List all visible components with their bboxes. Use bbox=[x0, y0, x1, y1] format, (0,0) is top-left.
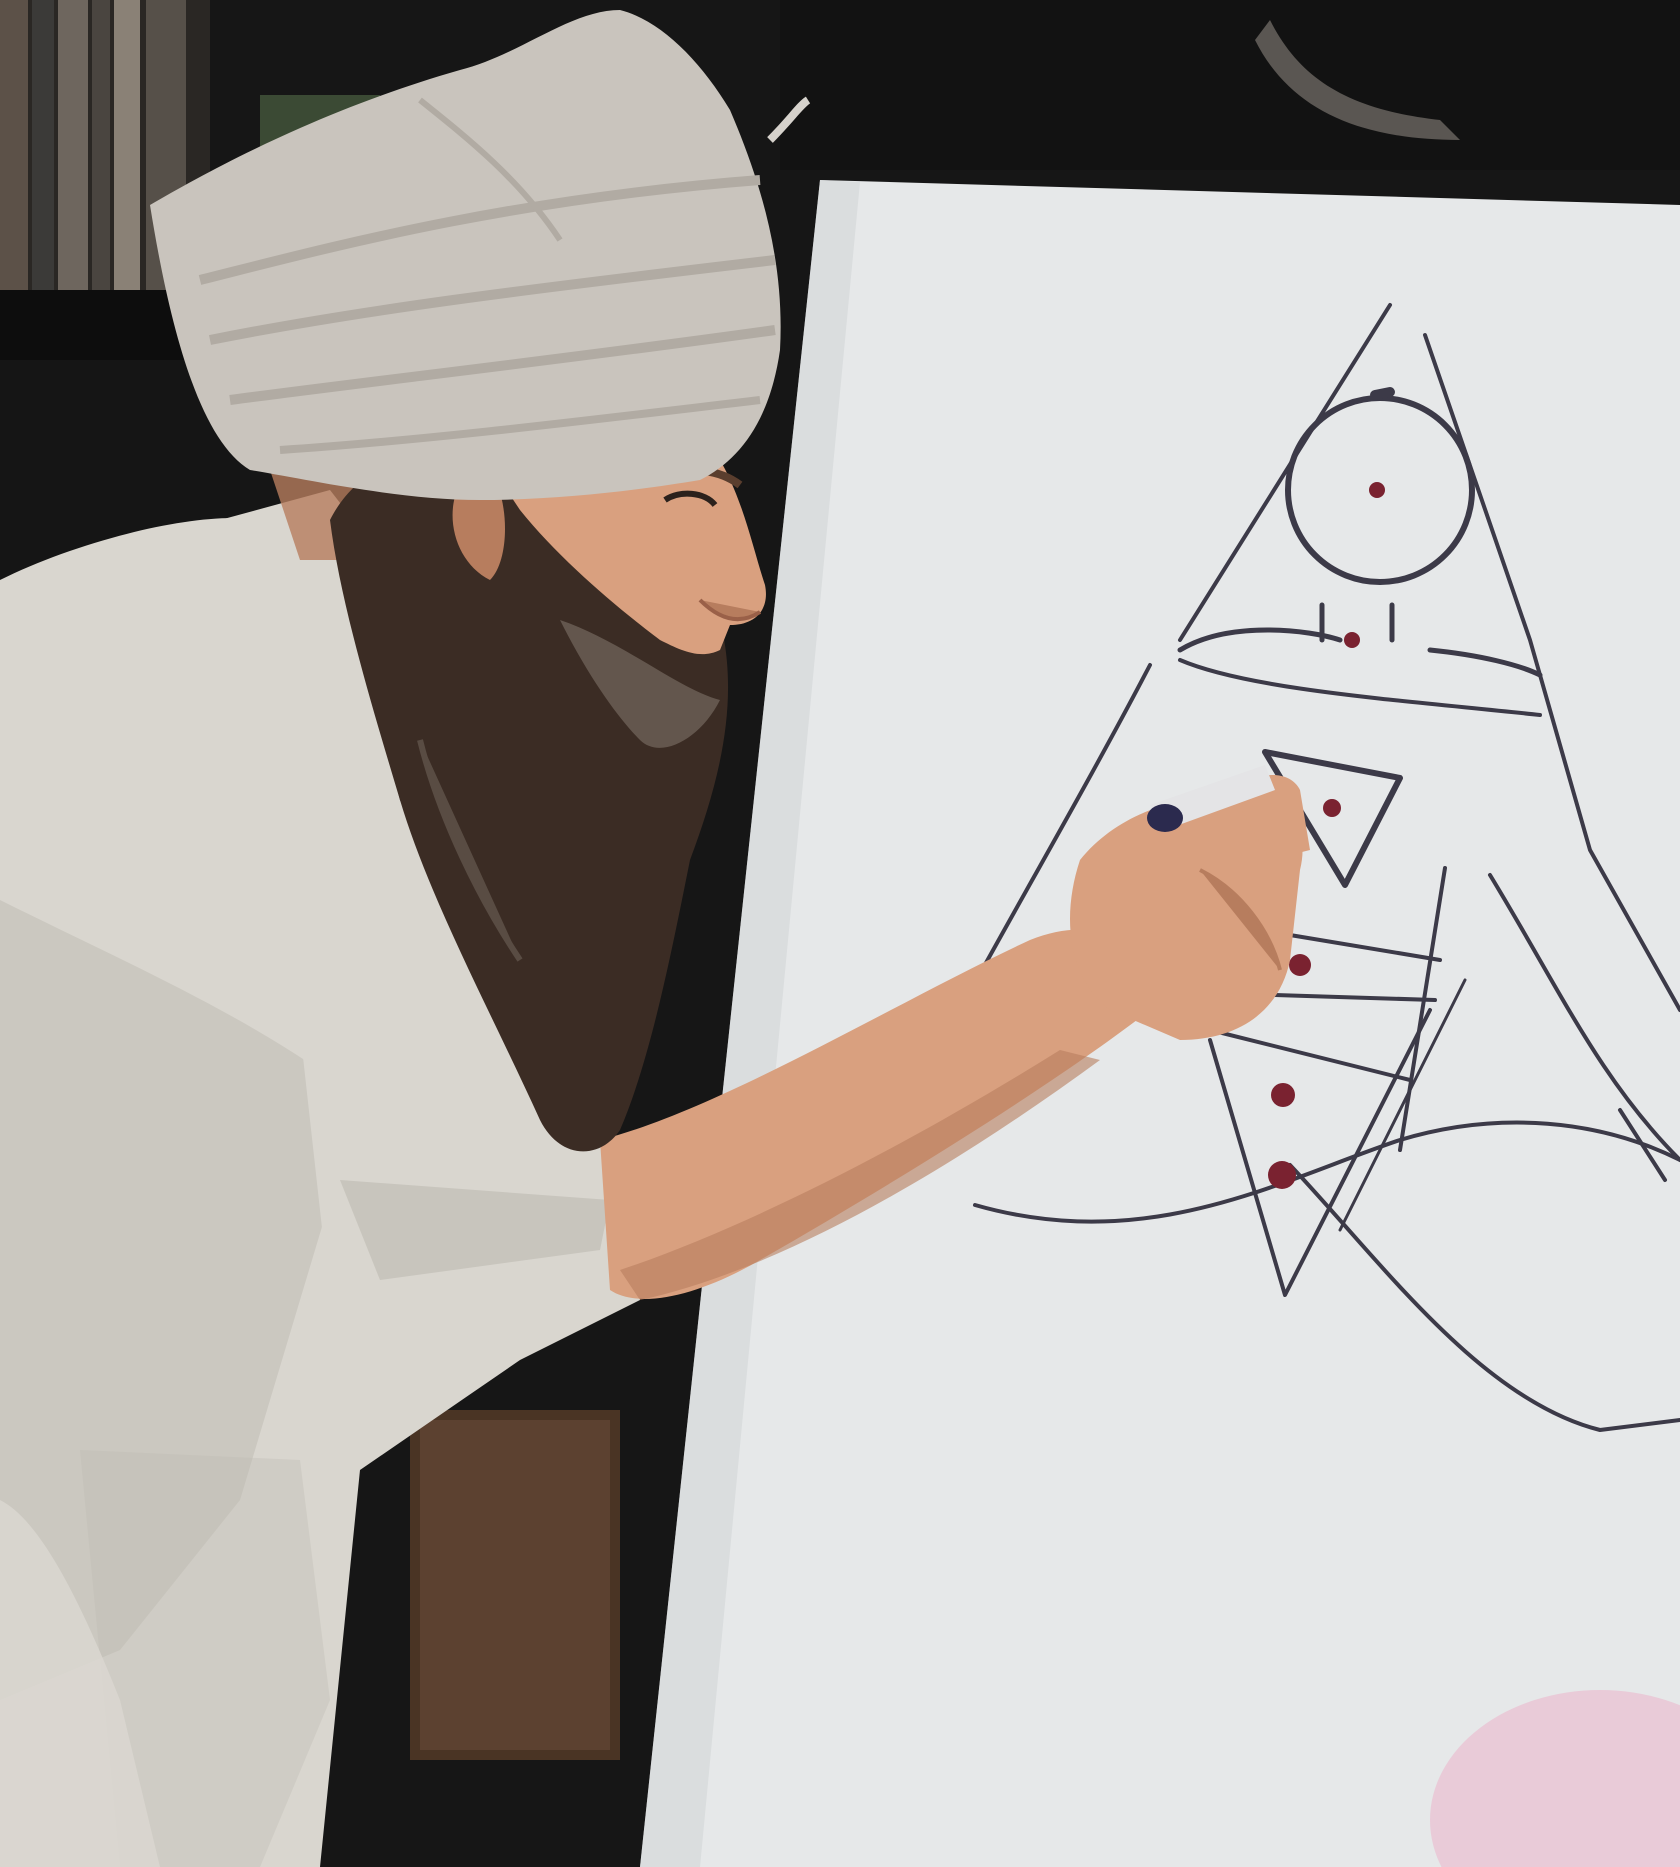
foreground-shoulder bbox=[0, 1500, 160, 1867]
person-icon bbox=[0, 10, 1310, 1867]
hook-object bbox=[780, 0, 1680, 170]
marker-icon bbox=[1147, 765, 1275, 832]
chakra-diagram-icon bbox=[958, 303, 1680, 1432]
pink-blur bbox=[1430, 1690, 1680, 1867]
